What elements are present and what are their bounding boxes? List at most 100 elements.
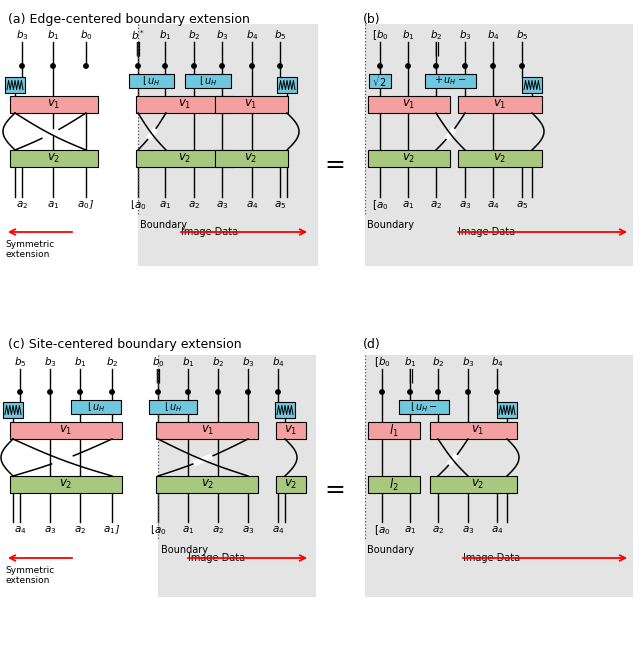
Text: $a_1$]: $a_1$] — [103, 524, 121, 536]
Text: $a_2$: $a_2$ — [74, 524, 86, 536]
Text: Image Data: Image Data — [188, 553, 245, 563]
Text: $\sqrt{2}$: $\sqrt{2}$ — [372, 73, 388, 90]
Text: $v_1$: $v_1$ — [179, 98, 192, 111]
Text: $v_2$: $v_2$ — [179, 152, 192, 165]
Bar — [368, 96, 450, 113]
Bar — [368, 476, 420, 493]
Circle shape — [246, 390, 250, 394]
Circle shape — [192, 64, 196, 68]
Text: (b): (b) — [363, 13, 381, 26]
Circle shape — [406, 64, 410, 68]
Text: $a_1$: $a_1$ — [182, 524, 194, 536]
Text: (a) Edge-centered boundary extension: (a) Edge-centered boundary extension — [8, 13, 250, 26]
Text: $a_3$: $a_3$ — [462, 524, 474, 536]
Text: $b_4$: $b_4$ — [486, 28, 499, 42]
Bar — [149, 400, 197, 414]
Text: $v_1$: $v_1$ — [60, 424, 73, 437]
Text: $a_1$: $a_1$ — [404, 524, 416, 536]
Circle shape — [434, 64, 438, 68]
Circle shape — [436, 390, 440, 394]
Text: $a_4$: $a_4$ — [491, 524, 503, 536]
Text: $a_4$: $a_4$ — [272, 524, 284, 536]
Circle shape — [84, 64, 88, 68]
Text: $a_1$: $a_1$ — [402, 199, 414, 211]
Text: $v_1$: $v_1$ — [471, 424, 484, 437]
Text: $a_4$: $a_4$ — [487, 199, 499, 211]
Text: $b_2$: $b_2$ — [432, 355, 444, 369]
Text: $b_3$: $b_3$ — [216, 28, 228, 42]
Bar — [129, 74, 174, 88]
Text: $a_2$: $a_2$ — [430, 199, 442, 211]
Text: $b_0$: $b_0$ — [79, 28, 92, 42]
Text: $\Vert$: $\Vert$ — [134, 40, 141, 58]
Bar — [276, 476, 306, 493]
Bar — [369, 74, 391, 88]
Text: Image Data: Image Data — [181, 227, 238, 237]
Circle shape — [491, 64, 495, 68]
Bar — [10, 476, 122, 493]
Text: $v_2$: $v_2$ — [493, 152, 507, 165]
Circle shape — [156, 390, 160, 394]
Text: =: = — [324, 153, 346, 177]
Text: $a_3$: $a_3$ — [459, 199, 471, 211]
Text: Boundary: Boundary — [161, 545, 208, 555]
Text: $l_1$: $l_1$ — [389, 422, 399, 439]
Circle shape — [250, 64, 254, 68]
Bar — [275, 402, 295, 418]
Text: Boundary: Boundary — [367, 220, 414, 230]
Bar — [277, 77, 297, 93]
Bar — [10, 150, 98, 167]
Text: $v_2$: $v_2$ — [244, 152, 258, 165]
Bar — [425, 74, 476, 88]
Text: $\lfloor a_0$: $\lfloor a_0$ — [130, 198, 147, 212]
Text: $b_1$: $b_1$ — [402, 28, 414, 42]
Text: $b_2$: $b_2$ — [188, 28, 200, 42]
Text: Boundary: Boundary — [367, 545, 414, 555]
Text: (d): (d) — [363, 338, 381, 351]
Text: $b_1$: $b_1$ — [404, 355, 416, 369]
Text: $\lfloor\,u_{H}$: $\lfloor\,u_{H}$ — [164, 400, 182, 414]
Circle shape — [466, 390, 470, 394]
Bar — [430, 422, 517, 439]
Text: $a_4$: $a_4$ — [246, 199, 259, 211]
Text: $\lfloor\,u_{H}$: $\lfloor\,u_{H}$ — [142, 74, 161, 88]
Text: $a_2$: $a_2$ — [188, 199, 200, 211]
Text: $a_2$: $a_2$ — [432, 524, 444, 536]
Text: $\lfloor\,u_{H}$: $\lfloor\,u_{H}$ — [87, 400, 105, 414]
Text: Symmetric
extension: Symmetric extension — [5, 240, 54, 259]
Text: =: = — [324, 478, 346, 502]
Text: (c) Site-centered boundary extension: (c) Site-centered boundary extension — [8, 338, 242, 351]
Text: $b_2$: $b_2$ — [430, 28, 442, 42]
Bar — [136, 96, 233, 113]
Bar — [3, 402, 23, 418]
Text: $b_1$: $b_1$ — [159, 28, 172, 42]
Text: $b_2$: $b_2$ — [212, 355, 224, 369]
Text: $b_4$: $b_4$ — [271, 355, 284, 369]
Text: $v_2$: $v_2$ — [60, 478, 73, 491]
Text: $b_4$: $b_4$ — [491, 355, 504, 369]
Circle shape — [495, 390, 499, 394]
Text: $\Vert$: $\Vert$ — [433, 40, 440, 58]
Text: $a_3$: $a_3$ — [216, 199, 228, 211]
Text: $b_5$: $b_5$ — [13, 355, 26, 369]
Bar — [5, 77, 25, 93]
Circle shape — [18, 390, 22, 394]
Text: $v_1$: $v_1$ — [284, 424, 298, 437]
Text: $v_1$: $v_1$ — [403, 98, 416, 111]
Bar — [215, 150, 288, 167]
Circle shape — [110, 390, 114, 394]
Circle shape — [216, 390, 220, 394]
Bar — [185, 74, 231, 88]
Text: Image Data: Image Data — [458, 227, 515, 237]
Circle shape — [20, 64, 24, 68]
Text: $[b_0$: $[b_0$ — [372, 28, 388, 42]
Bar — [430, 476, 517, 493]
Text: $a_3$: $a_3$ — [44, 524, 56, 536]
Circle shape — [48, 390, 52, 394]
Bar — [458, 96, 542, 113]
Text: $b_1$: $b_1$ — [47, 28, 60, 42]
Text: $b_3$: $b_3$ — [459, 28, 471, 42]
Text: $a_2$: $a_2$ — [16, 199, 28, 211]
Text: $\Vert$: $\Vert$ — [408, 367, 415, 385]
Text: $+\,u_{H}-$: $+\,u_{H}-$ — [435, 75, 467, 88]
